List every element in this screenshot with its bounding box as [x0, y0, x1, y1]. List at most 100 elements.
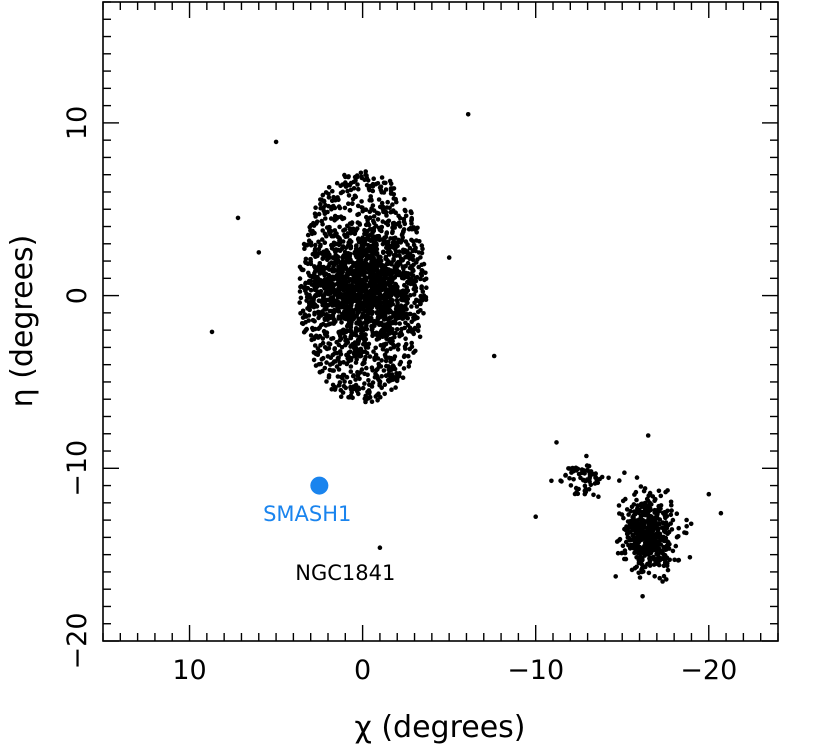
point-lmc — [393, 309, 399, 314]
point-lmc — [334, 180, 340, 186]
point-smc — [648, 506, 653, 512]
y-tick-label: −10 — [62, 440, 93, 497]
point-lmc — [409, 304, 414, 309]
point-lmc — [402, 207, 408, 213]
point-lmc — [424, 285, 429, 291]
point-lmc — [373, 265, 378, 270]
point-lmc — [347, 379, 353, 385]
point-lmc — [356, 211, 362, 217]
point-lmc — [336, 316, 341, 321]
point-lmc — [410, 257, 416, 263]
point-lmc — [331, 194, 336, 200]
point-lmc — [302, 246, 307, 251]
point-smc — [628, 508, 633, 514]
point-lmc — [406, 360, 412, 366]
point-smc — [626, 512, 631, 517]
point-lmc — [418, 308, 423, 313]
point-lmc — [367, 237, 372, 242]
point-lmc — [386, 267, 392, 272]
point-lmc — [355, 203, 361, 209]
point-lmc — [300, 308, 306, 314]
point-lmc — [370, 263, 375, 268]
point-lmc — [376, 320, 381, 326]
point-lmc — [358, 252, 363, 258]
point-lmc — [313, 205, 318, 210]
point-outlier — [273, 139, 279, 145]
point-lmc — [397, 253, 402, 258]
point-lmc — [312, 310, 317, 316]
point-lmc — [347, 294, 352, 300]
point-lmc — [327, 281, 333, 286]
point-smc — [627, 524, 633, 529]
point-smc — [624, 507, 630, 512]
point-lmc — [374, 337, 380, 342]
point-smc — [625, 519, 631, 524]
point-smc — [662, 510, 667, 515]
point-smc — [665, 531, 670, 536]
point-lmc — [336, 330, 342, 336]
point-smc-wing — [595, 480, 601, 486]
point-lmc — [314, 219, 320, 224]
point-lmc — [359, 367, 365, 372]
point-smc — [622, 548, 628, 553]
point-smc — [649, 548, 655, 554]
point-lmc — [350, 196, 356, 202]
point-lmc — [389, 286, 395, 292]
point-smc-wing — [587, 476, 592, 481]
point-smc — [641, 569, 646, 574]
point-lmc — [401, 227, 407, 232]
point-lmc — [375, 398, 380, 403]
point-smc — [676, 525, 681, 531]
point-lmc — [365, 372, 370, 378]
point-lmc — [329, 198, 335, 204]
point-lmc — [321, 311, 326, 317]
point-outlier — [446, 255, 452, 260]
point-smc — [634, 475, 640, 480]
point-lmc — [350, 269, 356, 275]
point-lmc — [388, 296, 394, 302]
point-lmc — [386, 259, 391, 264]
point-lmc — [352, 174, 358, 180]
point-lmc — [403, 303, 408, 309]
point-lmc — [314, 304, 320, 309]
point-smc — [638, 501, 644, 507]
point-lmc — [340, 189, 346, 195]
point-smc — [642, 553, 647, 558]
point-lmc — [313, 293, 318, 298]
point-lmc — [308, 333, 314, 338]
point-lmc — [302, 242, 308, 247]
point-lmc — [363, 236, 369, 242]
point-smc — [638, 554, 643, 559]
point-smc — [647, 500, 652, 506]
point-smc — [637, 575, 643, 580]
point-smc — [684, 517, 689, 523]
point-lmc — [419, 262, 425, 268]
point-smc-wing — [581, 477, 586, 483]
point-lmc — [382, 382, 388, 388]
point-outlier — [465, 112, 471, 117]
point-lmc — [312, 250, 318, 256]
point-lmc — [376, 225, 382, 231]
point-lmc — [354, 307, 359, 312]
point-lmc — [370, 380, 376, 385]
point-lmc — [373, 394, 379, 399]
point-smc-wing — [576, 486, 581, 492]
point-lmc — [341, 360, 346, 365]
point-lmc — [320, 355, 326, 361]
point-lmc — [402, 197, 407, 202]
point-lmc — [369, 227, 375, 232]
point-lmc — [364, 253, 369, 259]
point-lmc — [328, 299, 333, 304]
point-lmc — [389, 387, 394, 393]
point-smc — [648, 555, 654, 561]
point-lmc — [354, 388, 360, 394]
point-lmc — [345, 310, 350, 316]
point-lmc — [322, 272, 327, 278]
point-lmc — [318, 361, 324, 367]
point-lmc — [386, 246, 392, 251]
point-lmc — [408, 293, 413, 298]
point-lmc — [311, 298, 316, 303]
point-lmc — [352, 340, 358, 345]
point-lmc — [392, 312, 397, 318]
point-lmc — [406, 364, 412, 369]
